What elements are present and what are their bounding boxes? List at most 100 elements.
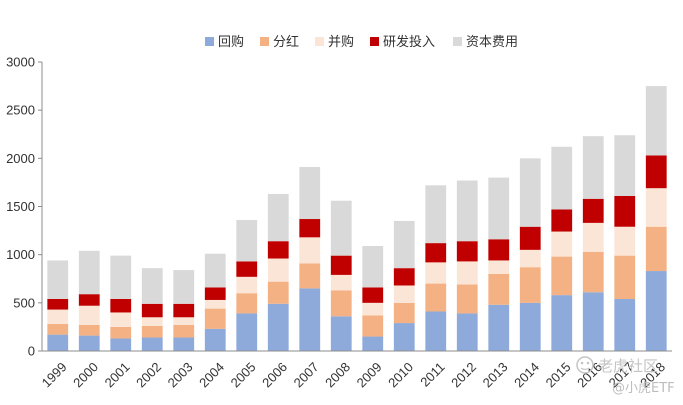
x-tick-label: 2003 xyxy=(165,359,196,390)
legend-label: 并购 xyxy=(328,34,354,50)
bar-segment xyxy=(582,136,604,199)
bar-segment xyxy=(141,337,163,351)
bar-segment xyxy=(614,135,636,196)
bar-segment xyxy=(236,293,258,314)
bar-segment xyxy=(47,324,69,335)
bar-segment xyxy=(393,268,415,286)
bar-segment xyxy=(551,295,573,351)
bar-segment xyxy=(645,226,667,272)
bar-segment xyxy=(330,255,352,275)
bar-segment xyxy=(47,334,69,351)
bar-segment xyxy=(582,251,604,293)
bar-segment xyxy=(110,255,132,299)
bar-segment xyxy=(267,193,289,242)
bar-segment xyxy=(173,324,195,338)
bar-segment xyxy=(204,287,226,300)
legend-swatch xyxy=(315,37,324,46)
x-tick-label: 2015 xyxy=(543,359,574,390)
bar-segment xyxy=(299,263,321,289)
bar-segment xyxy=(645,86,667,156)
bar-segment xyxy=(362,302,384,316)
bar-segment xyxy=(47,298,69,310)
bar-segment xyxy=(551,146,573,210)
bar-segment xyxy=(425,311,447,351)
bar-segment xyxy=(362,315,384,337)
bar-segment xyxy=(551,256,573,296)
y-tick-label: 2000 xyxy=(6,151,35,166)
bar-segment xyxy=(173,317,195,325)
bar-segment xyxy=(393,302,415,324)
bar-segment xyxy=(425,185,447,244)
y-tick-label: 0 xyxy=(28,344,35,359)
bar-segment xyxy=(582,198,604,223)
x-tick-label: 2010 xyxy=(385,359,416,390)
bar-segment xyxy=(645,271,667,351)
bar-segment xyxy=(110,338,132,351)
y-axis: 0 500 1000 1500 2000 2500 3000 xyxy=(6,55,43,359)
bar-segment xyxy=(141,325,163,338)
bar-segment xyxy=(425,283,447,312)
bar-segment xyxy=(614,195,636,227)
x-tick-label: 2000 xyxy=(70,359,101,390)
legend-swatch xyxy=(260,37,269,46)
bar-segment xyxy=(78,305,100,325)
bar-segment xyxy=(519,226,541,250)
bar-segment xyxy=(236,219,258,262)
bar-segment xyxy=(78,294,100,306)
bar-segment xyxy=(267,258,289,282)
x-tick-label: 2007 xyxy=(291,359,322,390)
bar-segment xyxy=(582,292,604,351)
bar-segment xyxy=(299,167,321,220)
bar-segment xyxy=(614,226,636,256)
bar-segment xyxy=(393,285,415,303)
bar-segment xyxy=(173,337,195,351)
bar-segment xyxy=(141,303,163,318)
bar-segment xyxy=(519,249,541,268)
bar-segment xyxy=(456,261,478,285)
bar-segment xyxy=(425,243,447,263)
bar-segment xyxy=(173,303,195,318)
bar-segment xyxy=(267,241,289,259)
y-tick-label: 2500 xyxy=(6,103,35,118)
bar-segment xyxy=(267,281,289,304)
bar-segment xyxy=(488,273,510,305)
bar-segment xyxy=(204,253,226,288)
bar-segment xyxy=(645,155,667,189)
bar-segment xyxy=(551,231,573,257)
x-tick-label: 2002 xyxy=(133,359,164,390)
bar-segment xyxy=(141,268,163,304)
bar-segment xyxy=(110,298,132,313)
legend-label: 回购 xyxy=(218,34,244,50)
bar-segment xyxy=(299,237,321,264)
y-tick-label: 500 xyxy=(13,295,35,310)
x-tick-label: 2012 xyxy=(448,359,479,390)
bar-segment xyxy=(488,239,510,261)
x-tick-label: 2014 xyxy=(511,359,542,390)
bar-segment xyxy=(78,250,100,295)
bars xyxy=(47,86,667,351)
legend-swatch xyxy=(453,37,462,46)
legend-label: 分红 xyxy=(273,34,299,50)
bar-segment xyxy=(204,299,226,309)
y-tick-label: 1000 xyxy=(6,247,35,262)
y-tick-label: 1500 xyxy=(6,199,35,214)
bar-segment xyxy=(330,274,352,291)
bar-segment xyxy=(488,177,510,240)
bar-segment xyxy=(330,290,352,317)
bar-segment xyxy=(299,219,321,238)
bar-segment xyxy=(78,324,100,336)
bar-segment xyxy=(456,180,478,242)
legend-swatch xyxy=(205,37,214,46)
bar-segment xyxy=(551,209,573,232)
bar-segment xyxy=(488,260,510,274)
bar-segment xyxy=(645,188,667,227)
x-axis: 1999 2000 2001 2002 2003 2004 2005 2006 2007 2008… xyxy=(39,350,672,390)
legend: 回购 分红 并购 研发投入 资本费用 xyxy=(205,34,518,50)
legend-label: 研发投入 xyxy=(383,34,435,50)
bar-segment xyxy=(362,287,384,303)
bar-segment xyxy=(173,270,195,304)
bar-segment xyxy=(47,260,69,299)
bar-segment xyxy=(110,312,132,327)
bar-segment xyxy=(393,220,415,269)
